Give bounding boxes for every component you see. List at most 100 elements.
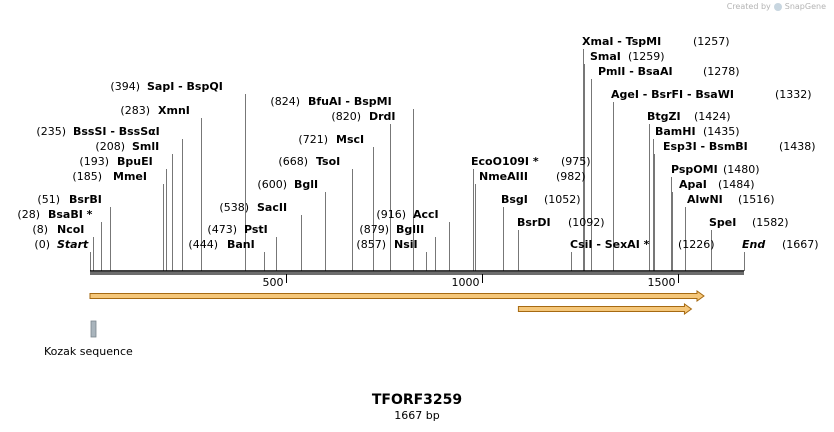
site-label-drdi[interactable]: (820) DrdI	[331, 110, 395, 123]
site-position: (1484)	[718, 178, 755, 191]
enzyme-name: BglII	[396, 223, 424, 236]
site-position: (208)	[95, 140, 125, 153]
site-label-spei[interactable]: SpeI (1582)	[709, 216, 789, 229]
site-position: (916)	[376, 208, 406, 221]
site-label-smli[interactable]: (208) SmlI	[95, 140, 159, 153]
site-label-bsgi[interactable]: BsgI (1052)	[501, 193, 581, 206]
site-label-bani[interactable]: (444) BanI	[188, 238, 254, 251]
enzyme-name: SapI - BspQI	[147, 80, 223, 93]
site-position: (235)	[36, 125, 66, 138]
site-label-xmai[interactable]: XmaI - TspMI (1257)	[582, 35, 730, 48]
kozak-sequence-box[interactable]	[90, 320, 97, 338]
enzyme-name: BanI	[227, 238, 255, 251]
site-position: (1438)	[779, 140, 816, 153]
site-label-start[interactable]: (0) Start	[34, 238, 89, 251]
site-lines	[90, 49, 745, 271]
site-position: (1092)	[568, 216, 605, 229]
site-label-bsrdi[interactable]: BsrDI (1092)	[517, 216, 605, 229]
site-position: (857)	[356, 238, 386, 251]
snapgene-logo-icon	[773, 2, 782, 11]
site-position: (473)	[207, 223, 237, 236]
tick-label-500: 500	[263, 276, 284, 289]
site-position: (1259)	[628, 50, 665, 63]
site-label-nmeaiii[interactable]: NmeAIII (982)	[479, 170, 586, 183]
backbone-bar	[90, 272, 744, 275]
site-label-ncoi[interactable]: (8) NcoI	[32, 223, 84, 236]
site-label-agei[interactable]: AgeI - BsrFI - BsaWI (1332)	[611, 88, 812, 101]
site-position: (824)	[270, 95, 300, 108]
enzyme-name: EcoO109I *	[471, 155, 539, 168]
site-label-psti[interactable]: (473) PstI	[207, 223, 267, 236]
enzyme-name: AccI	[413, 208, 439, 221]
site-position: (982)	[556, 170, 586, 183]
site-position: (538)	[219, 201, 249, 214]
enzyme-name: PspOMI	[671, 163, 718, 176]
enzyme-name: BsaBI *	[48, 208, 93, 221]
enzyme-name: NmeAIII	[479, 170, 528, 183]
site-label-msci[interactable]: (721) MscI	[298, 133, 364, 146]
snapgene-watermark: Created by SnapGene	[727, 2, 826, 11]
site-label-bpuei[interactable]: (193) BpuEI	[79, 155, 152, 168]
tick-label-1000: 1000	[452, 276, 480, 289]
site-position: (444)	[188, 238, 218, 251]
site-label-bsssi[interactable]: (235) BssSI - BssSαI	[36, 125, 159, 138]
site-label-pspomi[interactable]: PspOMI (1480)	[671, 163, 760, 176]
watermark-created-by: Created by	[726, 2, 771, 11]
enzyme-name: CsiI - SexAI *	[570, 238, 650, 251]
enzyme-name: TsoI	[316, 155, 340, 168]
site-label-apai[interactable]: ApaI (1484)	[679, 178, 755, 191]
site-position: (28)	[17, 208, 40, 221]
enzyme-name: PmlI - BsaAI	[598, 65, 673, 78]
enzyme-name: BpuEI	[117, 155, 153, 168]
enzyme-name: AgeI - BsrFI - BsaWI	[611, 88, 734, 101]
enzyme-name: AlwNI	[687, 193, 723, 206]
enzyme-name: BsrBI	[69, 193, 102, 206]
ruler-ticks: 500 1000 1500	[263, 274, 679, 289]
orf-arrow[interactable]	[89, 290, 705, 302]
enzyme-name: BglI	[294, 178, 318, 191]
sequence-name: TFORF3259	[371, 392, 463, 408]
site-position: (1332)	[775, 88, 812, 101]
site-label-bgli[interactable]: (600) BglI	[257, 178, 318, 191]
site-position: (1435)	[703, 125, 740, 138]
site-position: (1480)	[723, 163, 760, 176]
site-labels: (0) Start (8) NcoI (28) BsaBI * (51) BsrBI (185)…	[17, 35, 818, 251]
site-position: (1226)	[678, 238, 715, 251]
enzyme-name: MmeI	[113, 170, 147, 183]
site-position: (1516)	[738, 193, 775, 206]
enzyme-name: PstI	[244, 223, 268, 236]
enzyme-name: DrdI	[369, 110, 396, 123]
sequence-length: 1667 bp	[394, 409, 440, 422]
site-label-bglii[interactable]: (879) BglII	[359, 223, 424, 236]
site-label-sacii[interactable]: (538) SacII	[219, 201, 287, 214]
site-label-pmli[interactable]: PmlI - BsaAI (1278)	[598, 65, 740, 78]
site-label-nsii[interactable]: (857) NsiI	[356, 238, 417, 251]
site-label-acci[interactable]: (916) AccI	[376, 208, 438, 221]
site-position: (193)	[79, 155, 109, 168]
enzyme-name: BamHI	[655, 125, 696, 138]
site-label-tsoi[interactable]: (668) TsoI	[278, 155, 340, 168]
site-label-csii[interactable]: CsiI - SexAI * (1226)	[570, 238, 715, 251]
enzyme-name: Esp3I - BsmBI	[663, 140, 748, 153]
site-label-sapi[interactable]: (394) SapI - BspQI	[110, 80, 222, 93]
site-label-mmei[interactable]: (185) MmeI	[72, 170, 147, 183]
orf-arrow[interactable]	[517, 303, 693, 315]
site-position: (1667)	[782, 238, 819, 251]
site-label-ecoo109i[interactable]: EcoO109I * (975)	[471, 155, 591, 168]
site-label-smai[interactable]: SmaI (1259)	[590, 50, 665, 63]
tick-label-1500: 1500	[648, 276, 676, 289]
site-label-bsrbi[interactable]: (51) BsrBI	[37, 193, 101, 206]
site-position: (185)	[72, 170, 102, 183]
site-label-bsabi[interactable]: (28) BsaBI *	[17, 208, 92, 221]
enzyme-name: BtgZI	[647, 110, 681, 123]
site-label-btgzi[interactable]: BtgZI (1424)	[647, 110, 731, 123]
site-label-alwni[interactable]: AlwNI (1516)	[687, 193, 775, 206]
enzyme-name: SmlI	[132, 140, 159, 153]
watermark-brand: SnapGene	[784, 2, 826, 11]
site-label-xmni[interactable]: (283) XmnI	[120, 104, 189, 117]
site-label-bfuai[interactable]: (824) BfuAI - BspMI	[270, 95, 391, 108]
site-label-esp3i[interactable]: Esp3I - BsmBI (1438)	[663, 140, 816, 153]
site-label-bamhi[interactable]: BamHI (1435)	[655, 125, 740, 138]
site-label-end[interactable]: End (1667)	[742, 238, 819, 251]
